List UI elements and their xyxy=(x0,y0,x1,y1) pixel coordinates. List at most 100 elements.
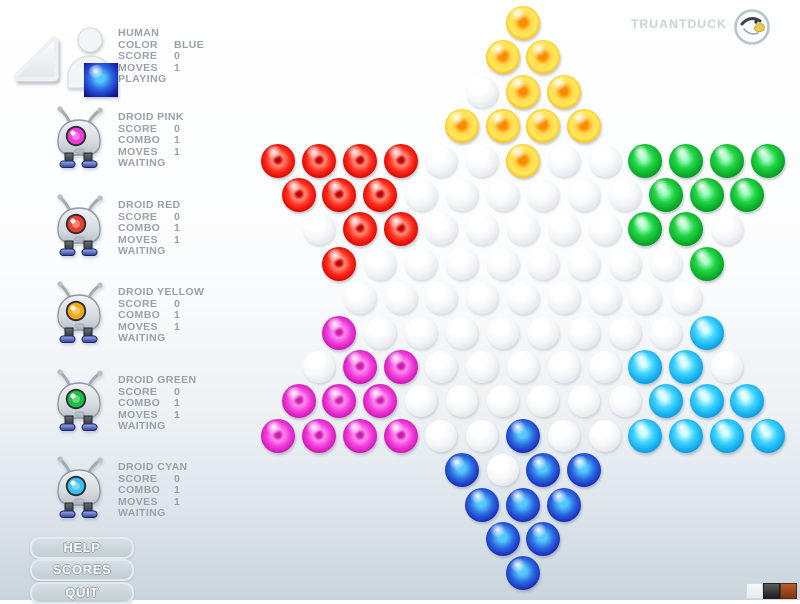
board-marble-blue[interactable] xyxy=(526,453,561,488)
board-marble-red[interactable] xyxy=(281,178,316,212)
board-marble-red[interactable] xyxy=(322,246,357,281)
board-hole[interactable] xyxy=(405,385,437,418)
board-hole[interactable] xyxy=(649,316,682,349)
board-hole[interactable] xyxy=(303,351,335,383)
board-hole[interactable] xyxy=(588,419,621,452)
board-marble-green[interactable] xyxy=(669,212,704,247)
board-marble-magenta[interactable] xyxy=(302,418,336,453)
board-marble-yellow[interactable] xyxy=(526,40,561,75)
board-hole[interactable] xyxy=(588,351,621,383)
board-hole[interactable] xyxy=(547,213,580,246)
board-marble-yellow[interactable] xyxy=(506,143,540,178)
board-marble-cyan[interactable] xyxy=(628,350,663,384)
board-hole[interactable] xyxy=(445,316,478,349)
board-marble-yellow[interactable] xyxy=(485,109,520,144)
board-marble-blue[interactable] xyxy=(546,487,581,522)
board-hole[interactable] xyxy=(609,247,641,280)
board-marble-cyan[interactable] xyxy=(669,418,704,453)
board-marble-yellow[interactable] xyxy=(506,6,540,40)
help-button[interactable]: HELP xyxy=(30,537,134,559)
board-marble-magenta[interactable] xyxy=(342,350,377,384)
board-hole[interactable] xyxy=(364,316,397,349)
board-marble-magenta[interactable] xyxy=(383,350,418,384)
board-hole[interactable] xyxy=(649,247,682,280)
board-marble-cyan[interactable] xyxy=(730,384,765,419)
board-hole[interactable] xyxy=(527,316,560,349)
board-hole[interactable] xyxy=(405,179,437,211)
board-hole[interactable] xyxy=(364,247,397,280)
board-hole[interactable] xyxy=(507,213,539,246)
board-marble-green[interactable] xyxy=(689,178,724,212)
board-marble-cyan[interactable] xyxy=(750,418,785,453)
board-hole[interactable] xyxy=(547,351,580,383)
board-marble-magenta[interactable] xyxy=(322,384,357,419)
board-hole[interactable] xyxy=(547,282,580,315)
board-marble-blue[interactable] xyxy=(506,418,540,453)
board-marble-cyan[interactable] xyxy=(669,350,704,384)
board-marble-blue[interactable] xyxy=(444,453,479,488)
board-marble-blue[interactable] xyxy=(506,556,540,591)
board-marble-cyan[interactable] xyxy=(628,418,663,453)
board-marble-red[interactable] xyxy=(383,143,418,178)
board-marble-yellow[interactable] xyxy=(444,109,479,144)
board-marble-blue[interactable] xyxy=(526,522,561,556)
board-hole[interactable] xyxy=(425,213,458,246)
theme-swatch-light[interactable] xyxy=(746,583,763,599)
board-marble-green[interactable] xyxy=(628,143,663,178)
board-hole[interactable] xyxy=(466,144,499,177)
board-hole[interactable] xyxy=(568,179,601,211)
board-hole[interactable] xyxy=(343,282,376,315)
scores-button[interactable]: SCORES xyxy=(30,559,134,581)
board-marble-green[interactable] xyxy=(669,143,704,178)
board-marble-yellow[interactable] xyxy=(567,109,602,144)
board-hole[interactable] xyxy=(425,419,458,452)
board-hole[interactable] xyxy=(486,179,519,211)
board-hole[interactable] xyxy=(486,385,519,418)
board-hole[interactable] xyxy=(588,282,621,315)
board-hole[interactable] xyxy=(445,247,478,280)
board-hole[interactable] xyxy=(609,179,641,211)
board-hole[interactable] xyxy=(466,282,499,315)
board-hole[interactable] xyxy=(445,179,478,211)
board-marble-magenta[interactable] xyxy=(363,384,398,419)
board-marble-magenta[interactable] xyxy=(261,418,296,453)
board-marble-magenta[interactable] xyxy=(281,384,316,419)
board-hole[interactable] xyxy=(568,247,601,280)
board-marble-red[interactable] xyxy=(302,143,336,178)
board-hole[interactable] xyxy=(507,282,539,315)
board-marble-cyan[interactable] xyxy=(648,384,683,419)
board-hole[interactable] xyxy=(466,419,499,452)
board-marble-yellow[interactable] xyxy=(546,74,581,109)
board-marble-yellow[interactable] xyxy=(526,109,561,144)
board-hole[interactable] xyxy=(445,385,478,418)
board-hole[interactable] xyxy=(527,247,560,280)
board-marble-green[interactable] xyxy=(689,246,724,281)
board-hole[interactable] xyxy=(425,351,458,383)
board-hole[interactable] xyxy=(466,351,499,383)
board-marble-green[interactable] xyxy=(710,143,744,178)
board-hole[interactable] xyxy=(547,419,580,452)
board-hole[interactable] xyxy=(568,316,601,349)
board-marble-red[interactable] xyxy=(363,178,398,212)
board-marble-cyan[interactable] xyxy=(710,418,744,453)
board-hole[interactable] xyxy=(405,316,437,349)
board-hole[interactable] xyxy=(588,213,621,246)
board-hole[interactable] xyxy=(486,316,519,349)
theme-swatch-rust[interactable] xyxy=(780,583,797,599)
board-hole[interactable] xyxy=(568,385,601,418)
board-hole[interactable] xyxy=(588,144,621,177)
board-hole[interactable] xyxy=(425,282,458,315)
board-marble-magenta[interactable] xyxy=(383,418,418,453)
board-hole[interactable] xyxy=(486,454,519,487)
board-marble-red[interactable] xyxy=(261,143,296,178)
board-hole[interactable] xyxy=(547,144,580,177)
board-hole[interactable] xyxy=(711,213,743,246)
board-marble-red[interactable] xyxy=(383,212,418,247)
board-marble-red[interactable] xyxy=(322,178,357,212)
board-marble-green[interactable] xyxy=(648,178,683,212)
board-hole[interactable] xyxy=(303,213,335,246)
board-marble-cyan[interactable] xyxy=(689,384,724,419)
board-marble-green[interactable] xyxy=(730,178,765,212)
board-hole[interactable] xyxy=(384,282,417,315)
board-hole[interactable] xyxy=(609,316,641,349)
